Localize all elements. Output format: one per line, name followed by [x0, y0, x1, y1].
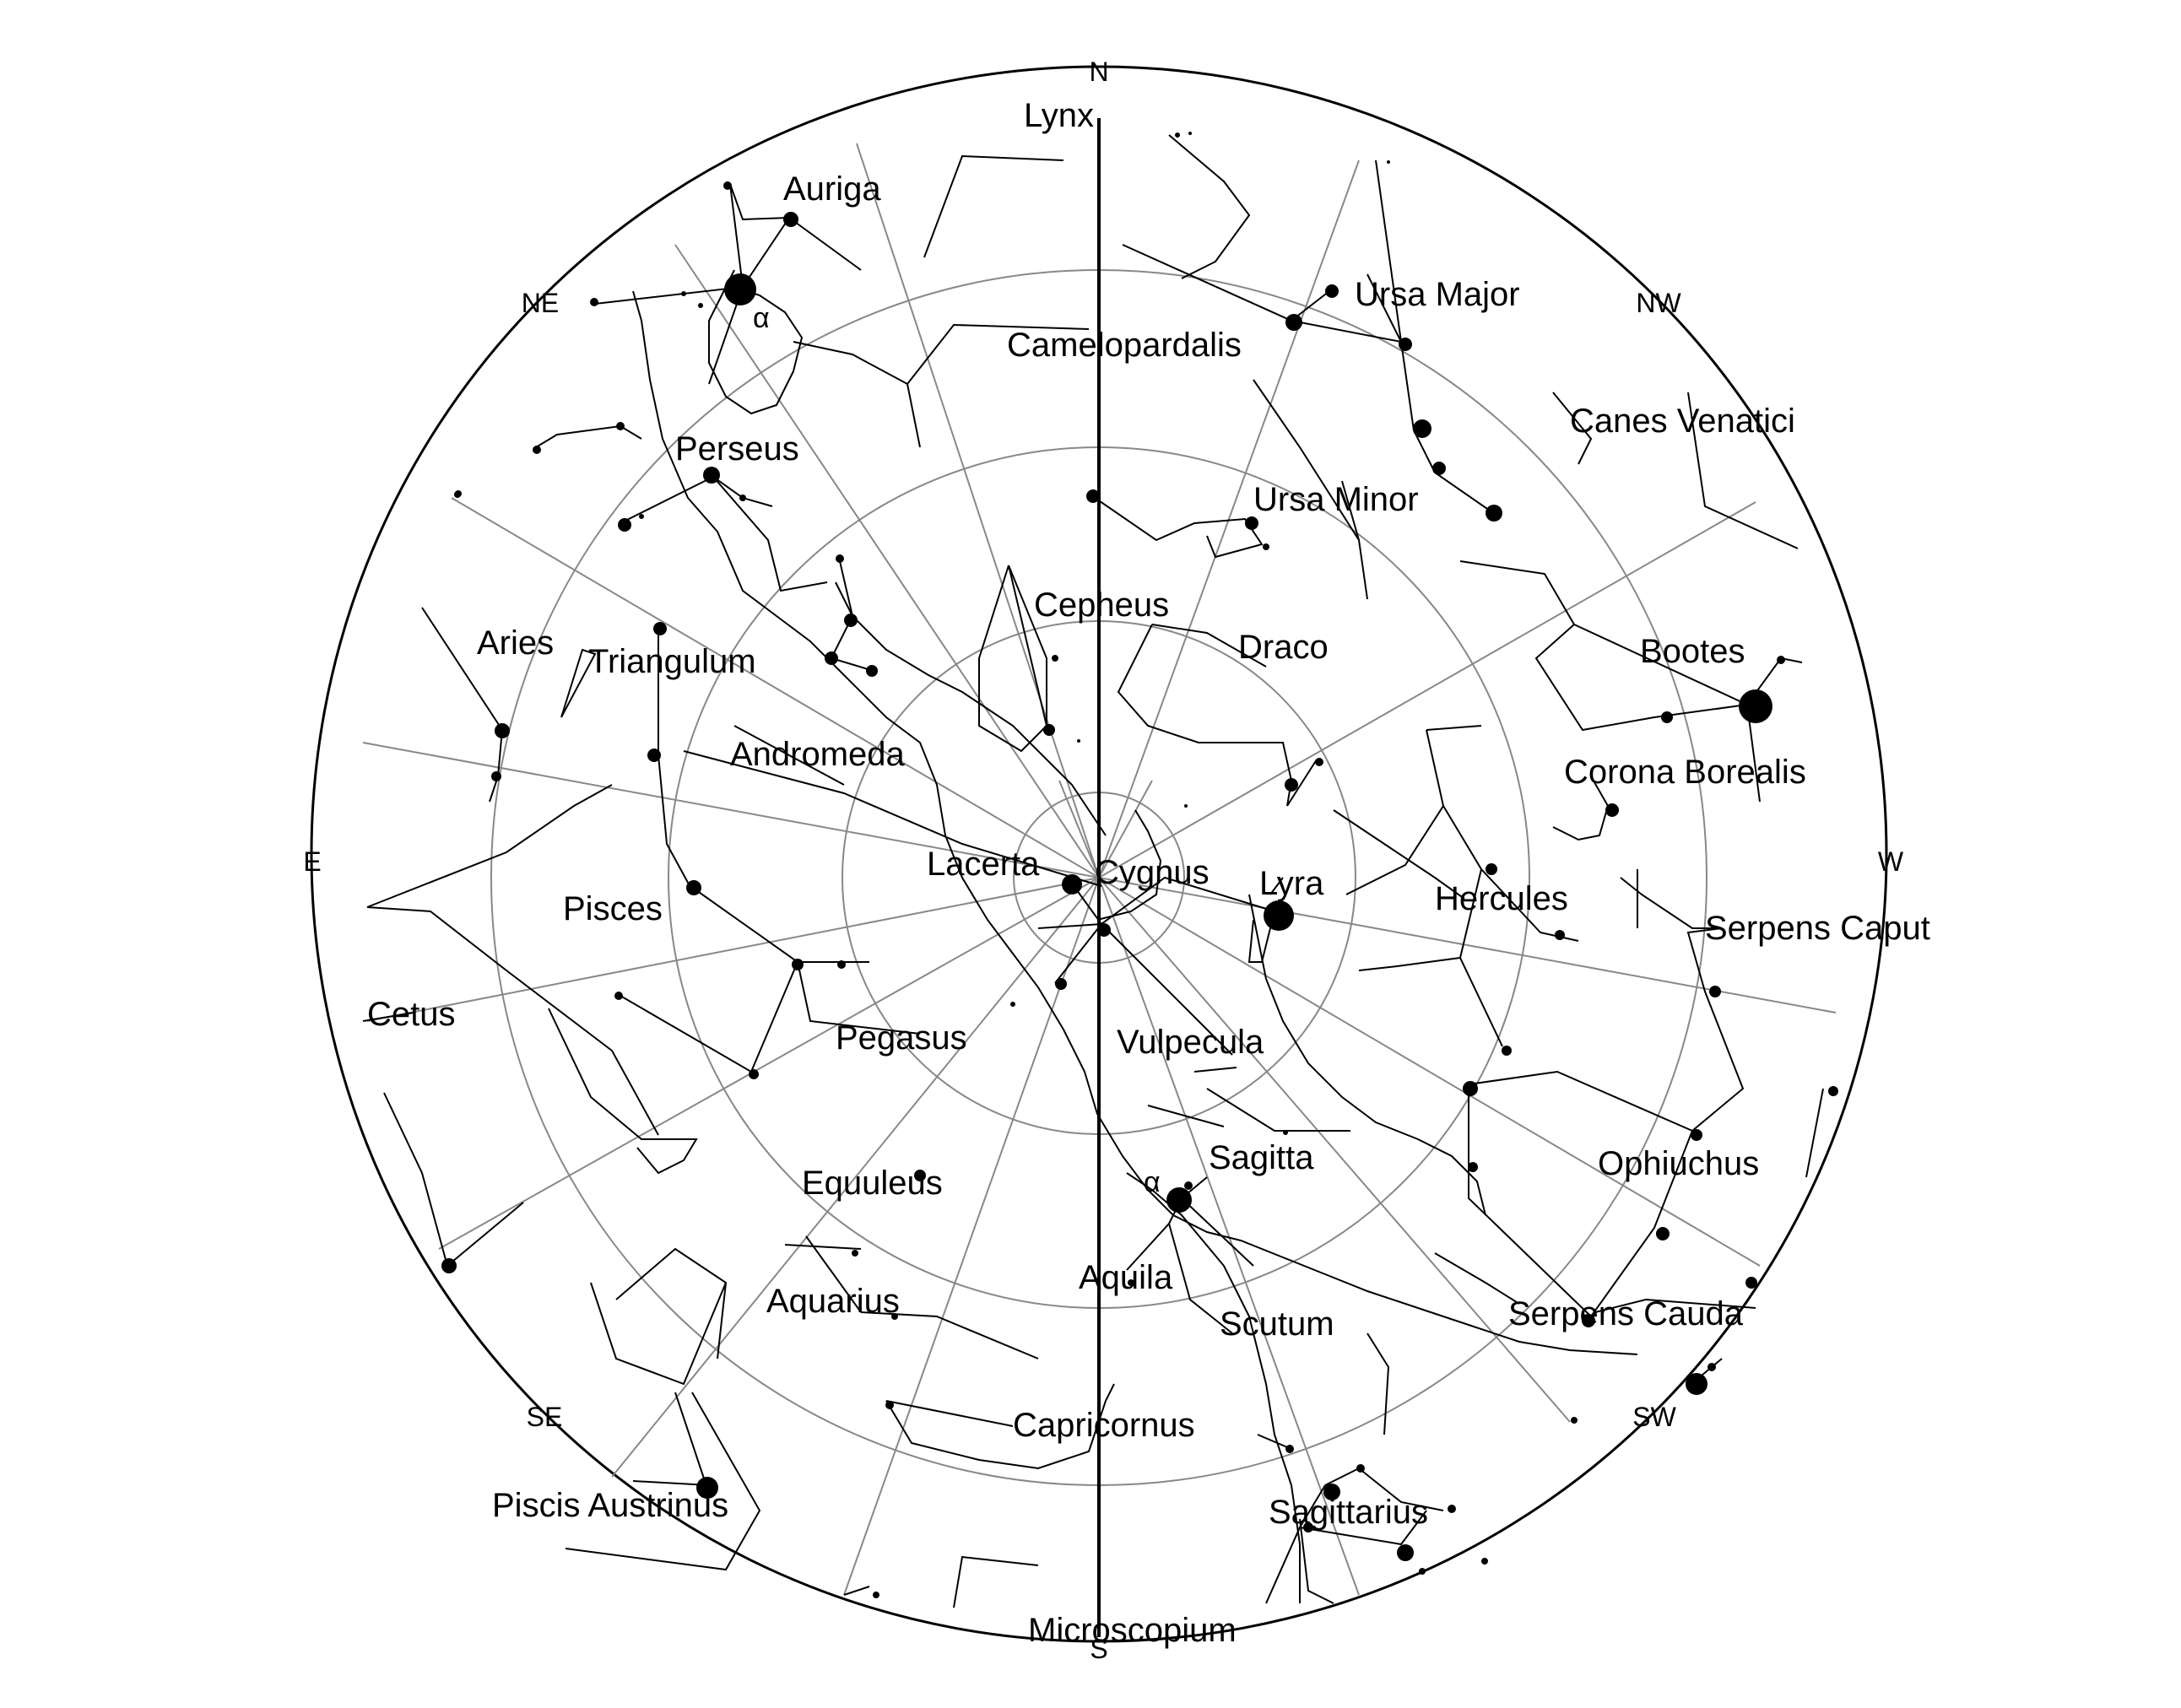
label-cepheus: Cepheus — [1034, 586, 1169, 624]
label-andromeda: Andromeda — [730, 736, 906, 773]
label-cetus: Cetus — [367, 996, 456, 1033]
direction-ne: NE — [522, 288, 559, 318]
direction-se: SE — [527, 1402, 563, 1432]
direction-sw: SW — [1632, 1402, 1676, 1432]
label-auriga: Auriga — [783, 170, 881, 208]
direction-nw: NW — [1636, 288, 1681, 318]
label-pisces: Pisces — [563, 890, 663, 927]
label-lacerta: Lacerta — [927, 846, 1040, 883]
label-lyra: Lyra — [1259, 865, 1324, 902]
label-corona-borealis: Corona Borealis — [1564, 754, 1806, 791]
label-aquila: Aquila — [1079, 1259, 1173, 1296]
label-serpens-cauda: Serpens Cauda — [1508, 1295, 1744, 1332]
label-hercules: Hercules — [1435, 880, 1568, 917]
label-piscis-austrinus: Piscis Austrinus — [492, 1487, 728, 1524]
label-perseus: Perseus — [675, 430, 799, 468]
alpha-auriga-label: α — [753, 302, 770, 334]
horizon-circle — [310, 65, 1888, 1643]
star-capella — [724, 273, 756, 305]
label-capricornus: Capricornus — [1013, 1407, 1195, 1444]
label-scutum: Scutum — [1220, 1305, 1334, 1343]
label-aquarius: Aquarius — [766, 1283, 900, 1320]
stars — [441, 132, 1838, 1598]
label-vulpecula: Vulpecula — [1117, 1024, 1264, 1061]
direction-w: W — [1878, 846, 1904, 877]
label-lynx: Lynx — [1024, 97, 1094, 134]
azimuth-grid — [362, 143, 1837, 1596]
label-ursa-major: Ursa Major — [1355, 276, 1520, 313]
alpha-aquila-label: α — [1144, 1166, 1161, 1198]
label-ophiuchus: Ophiuchus — [1598, 1145, 1759, 1182]
label-camelopardalis: Camelopardalis — [1007, 327, 1242, 364]
direction-s: S — [1090, 1634, 1107, 1664]
star-arcturus — [1739, 689, 1772, 723]
constellation-labels: Lynx Auriga Perseus Aries Triangulum And… — [367, 97, 1930, 1649]
label-sagitta: Sagitta — [1209, 1139, 1314, 1176]
direction-n: N — [1089, 57, 1108, 87]
label-canes-venatici: Canes Venatici — [1570, 403, 1795, 440]
label-microscopium: Microscopium — [1028, 1612, 1237, 1649]
label-aries: Aries — [477, 624, 554, 662]
milky-way-outline — [632, 269, 1638, 1603]
label-serpens-caput: Serpens Caput — [1705, 910, 1930, 947]
direction-labels: N NE E SE S SW W NW — [303, 57, 1904, 1664]
label-cygnus: Cygnus — [1095, 854, 1210, 891]
label-pegasus: Pegasus — [836, 1019, 967, 1057]
label-equuleus: Equuleus — [802, 1165, 943, 1202]
label-triangulum: Triangulum — [588, 643, 756, 680]
label-sagittarius: Sagittarius — [1269, 1494, 1428, 1531]
label-ursa-minor: Ursa Minor — [1253, 481, 1419, 518]
direction-e: E — [303, 846, 321, 877]
label-draco: Draco — [1238, 629, 1329, 666]
label-bootes: Bootes — [1640, 633, 1745, 670]
